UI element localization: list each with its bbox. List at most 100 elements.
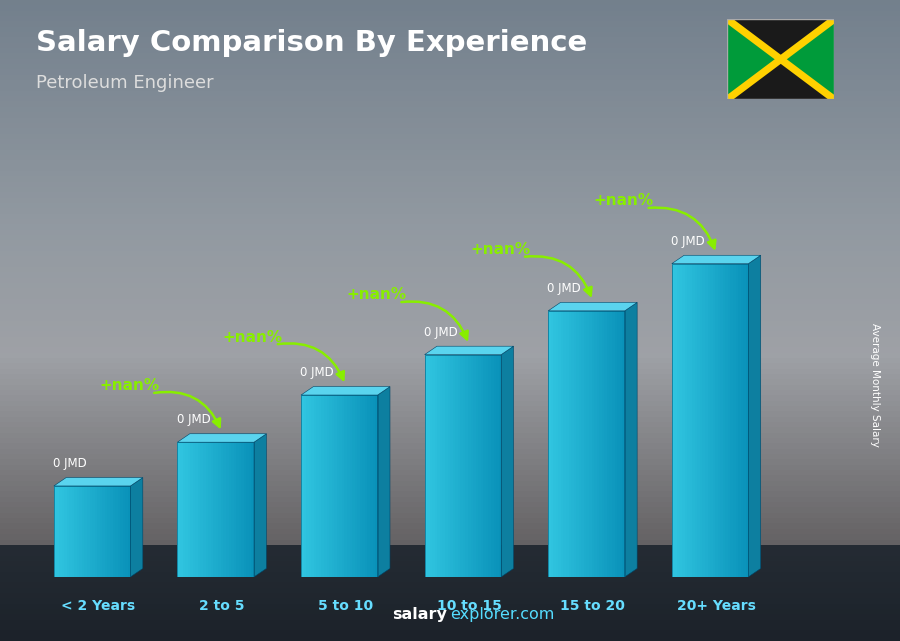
Bar: [707, 263, 710, 577]
Bar: [373, 395, 375, 577]
Bar: [0, 470, 900, 476]
Bar: [728, 263, 731, 577]
Bar: [573, 311, 577, 577]
Bar: [0, 630, 900, 636]
Bar: [0, 524, 900, 529]
Bar: [0, 401, 900, 406]
Bar: [97, 486, 100, 577]
Bar: [219, 442, 221, 577]
Bar: [473, 354, 476, 577]
Bar: [0, 85, 900, 91]
Bar: [0, 347, 900, 353]
Bar: [87, 486, 90, 577]
Text: 0 JMD: 0 JMD: [424, 326, 457, 339]
Bar: [453, 354, 455, 577]
Bar: [352, 395, 355, 577]
Bar: [692, 263, 695, 577]
Bar: [0, 144, 900, 149]
Bar: [375, 395, 378, 577]
Bar: [251, 442, 255, 577]
Bar: [0, 149, 900, 155]
Bar: [0, 59, 900, 64]
Bar: [82, 486, 85, 577]
Bar: [220, 442, 223, 577]
Bar: [301, 395, 304, 577]
Bar: [226, 442, 229, 577]
Bar: [0, 246, 900, 251]
Bar: [0, 224, 900, 229]
Bar: [0, 181, 900, 187]
Bar: [0, 379, 900, 385]
Bar: [329, 395, 332, 577]
Bar: [177, 442, 180, 577]
Bar: [548, 311, 625, 577]
Bar: [0, 497, 900, 502]
Bar: [355, 395, 357, 577]
Bar: [700, 263, 703, 577]
Bar: [566, 311, 569, 577]
Bar: [370, 395, 373, 577]
Bar: [76, 486, 79, 577]
Bar: [128, 486, 130, 577]
Bar: [609, 311, 612, 577]
Bar: [0, 422, 900, 428]
Bar: [64, 486, 67, 577]
Bar: [496, 354, 499, 577]
Bar: [0, 101, 900, 107]
Bar: [0, 80, 900, 85]
Bar: [327, 395, 329, 577]
Bar: [247, 442, 249, 577]
Bar: [0, 614, 900, 620]
Bar: [671, 263, 675, 577]
Text: Salary Comparison By Experience: Salary Comparison By Experience: [36, 29, 587, 57]
Bar: [425, 354, 501, 577]
Bar: [471, 354, 473, 577]
Bar: [581, 311, 584, 577]
Bar: [0, 572, 900, 577]
Bar: [486, 354, 489, 577]
Bar: [435, 354, 437, 577]
Bar: [100, 486, 103, 577]
Bar: [605, 311, 608, 577]
Bar: [0, 112, 900, 117]
Bar: [0, 240, 900, 246]
Bar: [0, 545, 900, 641]
Bar: [0, 32, 900, 37]
Bar: [0, 465, 900, 470]
Bar: [316, 395, 320, 577]
Bar: [0, 513, 900, 518]
Bar: [0, 251, 900, 256]
Bar: [0, 561, 900, 566]
Bar: [425, 354, 427, 577]
Bar: [428, 354, 430, 577]
Bar: [0, 593, 900, 598]
Bar: [710, 263, 713, 577]
Bar: [54, 486, 130, 577]
Text: salary: salary: [392, 607, 447, 622]
Bar: [0, 433, 900, 438]
Text: 2 to 5: 2 to 5: [199, 599, 245, 613]
Bar: [493, 354, 496, 577]
Bar: [0, 315, 900, 320]
Bar: [0, 213, 900, 219]
Bar: [0, 369, 900, 374]
Bar: [0, 417, 900, 422]
Bar: [563, 311, 566, 577]
Bar: [125, 486, 128, 577]
Bar: [579, 311, 581, 577]
Bar: [0, 69, 900, 75]
Bar: [615, 311, 617, 577]
Bar: [0, 353, 900, 358]
Polygon shape: [54, 478, 143, 486]
Bar: [205, 442, 208, 577]
Bar: [90, 486, 93, 577]
Bar: [249, 442, 252, 577]
Bar: [738, 263, 741, 577]
Bar: [118, 486, 121, 577]
Text: 0 JMD: 0 JMD: [547, 282, 581, 295]
Bar: [121, 486, 123, 577]
Bar: [0, 272, 900, 278]
Bar: [334, 395, 337, 577]
Bar: [0, 91, 900, 96]
Bar: [79, 486, 82, 577]
